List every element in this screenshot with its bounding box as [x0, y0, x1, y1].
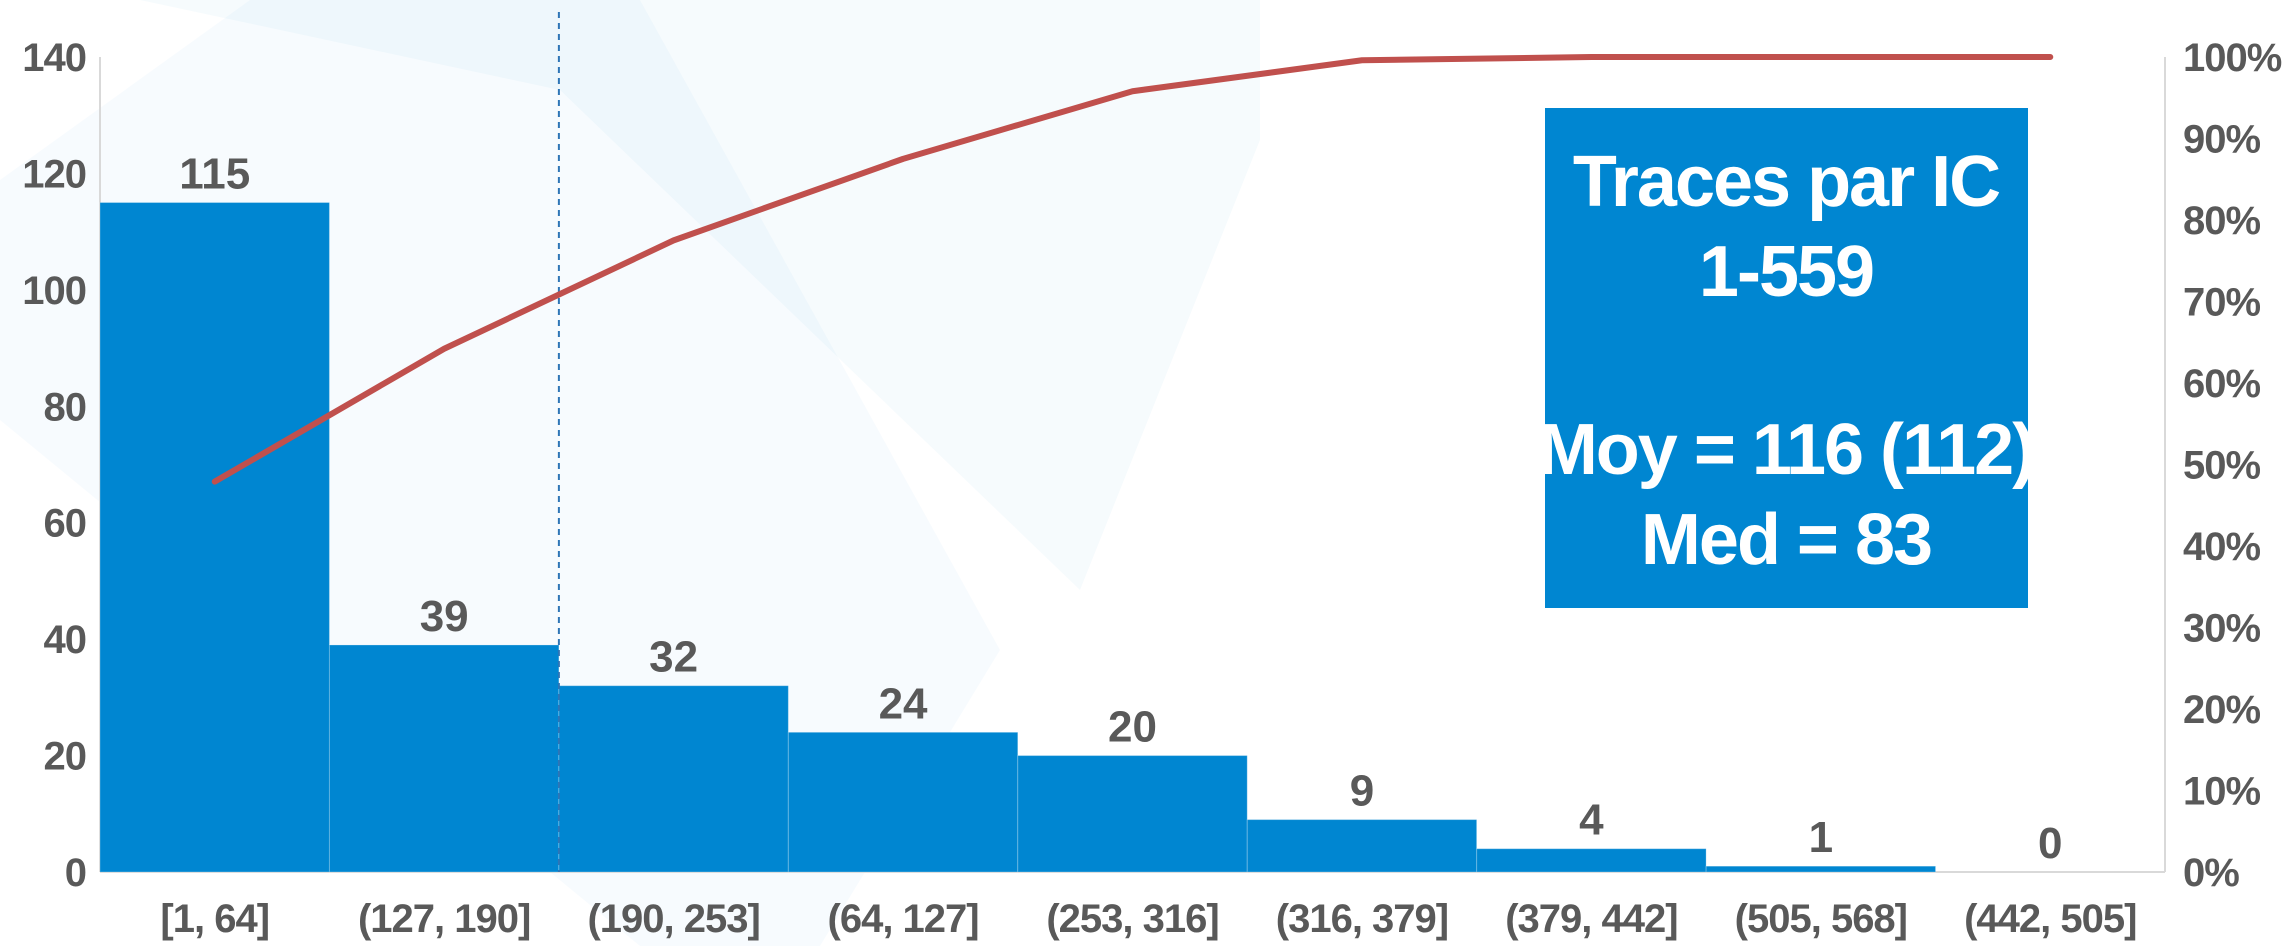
bar-8 [1705, 865, 1937, 873]
info-line-mean: Moy = 116 (112) [1538, 410, 2034, 490]
bars [99, 202, 1937, 873]
bar-5 [1017, 755, 1248, 873]
cumulative-line [211, 54, 2054, 485]
data-label-8: 1 [1809, 813, 1833, 862]
right-tick-3: 30% [2183, 607, 2260, 651]
left-axis-ticks: 0 20 40 60 80 100 120 140 [22, 36, 87, 895]
left-tick-80: 80 [44, 385, 87, 429]
right-tick-5: 50% [2183, 444, 2260, 488]
left-tick-20: 20 [44, 735, 87, 779]
left-tick-40: 40 [44, 618, 87, 662]
right-tick-8: 80% [2183, 199, 2260, 243]
data-label-6: 9 [1350, 767, 1374, 816]
right-tick-10: 100% [2183, 36, 2282, 80]
category-label-6: (316, 379] [1276, 897, 1448, 941]
info-box-background [1545, 108, 2028, 608]
bar-3 [558, 685, 789, 873]
data-label-4: 24 [879, 679, 928, 728]
data-label-7: 4 [1579, 796, 1604, 845]
data-label-1: 115 [179, 150, 250, 199]
bar-6 [1246, 819, 1478, 873]
right-tick-7: 70% [2183, 281, 2260, 325]
data-label-2: 39 [420, 592, 469, 641]
info-line-median: Med = 83 [1641, 500, 1931, 580]
right-axis-ticks: 0% 10% 20% 30% 40% 50% 60% 70% 80% 90% 100% [2183, 36, 2283, 895]
right-tick-0: 0% [2183, 851, 2239, 895]
bar-1 [99, 202, 330, 873]
data-label-5: 20 [1108, 703, 1157, 752]
right-tick-2: 20% [2183, 688, 2260, 732]
category-label-3: (190, 253] [587, 897, 759, 941]
info-line-title: Traces par IC [1573, 142, 2000, 222]
data-label-9: 0 [2038, 819, 2062, 868]
left-tick-100: 100 [22, 269, 86, 313]
category-label-7: (379, 442] [1505, 897, 1677, 941]
category-label-4: (64, 127] [828, 897, 979, 941]
category-label-9: (442, 505] [1964, 897, 2136, 941]
data-label-3: 32 [649, 633, 698, 682]
category-label-5: (253, 316] [1046, 897, 1218, 941]
left-tick-0: 0 [65, 851, 86, 895]
left-tick-120: 120 [22, 152, 86, 196]
bar-2 [328, 644, 560, 873]
data-labels: 115 39 32 24 20 9 4 1 0 [179, 150, 2062, 868]
category-label-1: [1, 64] [160, 897, 269, 941]
right-tick-4: 40% [2183, 525, 2260, 569]
category-labels: [1, 64] (127, 190] (190, 253] (64, 127] (253… [160, 897, 2137, 941]
right-tick-1: 10% [2183, 770, 2260, 814]
right-tick-6: 60% [2183, 362, 2260, 406]
right-tick-9: 90% [2183, 118, 2260, 162]
left-tick-60: 60 [44, 502, 87, 546]
category-label-2: (127, 190] [358, 897, 530, 941]
cumulative-percent-line [211, 54, 2054, 485]
left-tick-140: 140 [22, 36, 86, 80]
info-box: Traces par IC 1-559 Moy = 116 (112) Med … [1538, 108, 2036, 608]
bar-4 [787, 731, 1019, 873]
category-label-8: (505, 568] [1735, 897, 1907, 941]
bar-7 [1476, 848, 1707, 873]
info-line-range: 1-559 [1699, 232, 1873, 312]
